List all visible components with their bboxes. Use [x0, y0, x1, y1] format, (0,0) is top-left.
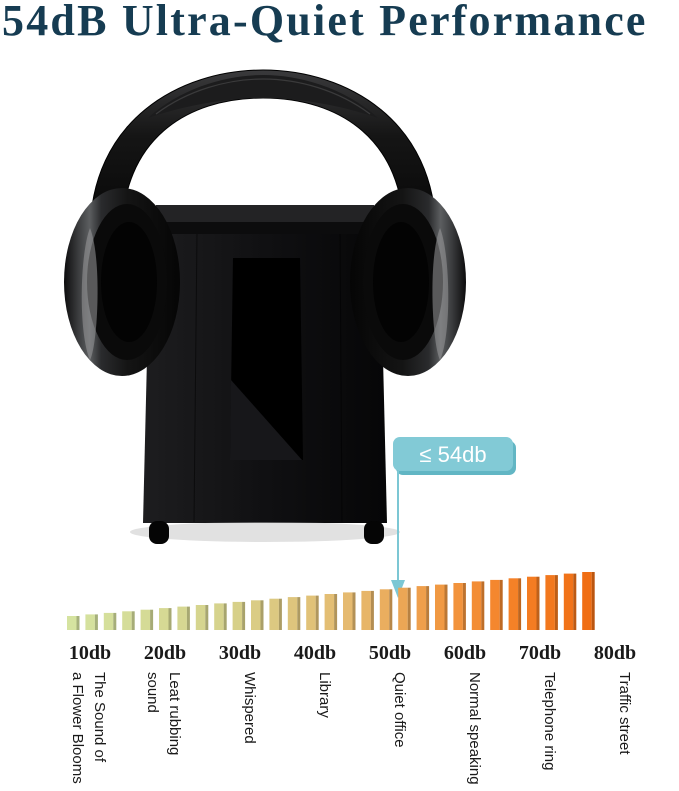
svg-text:Quiet office: Quiet office	[391, 672, 408, 748]
svg-text:60db: 60db	[444, 642, 486, 664]
svg-text:10db: 10db	[69, 642, 111, 664]
svg-text:70db: 70db	[519, 642, 561, 664]
svg-text:Traffic street: Traffic street	[616, 672, 633, 755]
svg-text:Whispered: Whispered	[241, 672, 258, 744]
svg-text:Telephone ring: Telephone ring	[541, 672, 558, 770]
svg-text:50db: 50db	[369, 642, 411, 664]
svg-text:80db: 80db	[594, 642, 636, 664]
svg-text:The Sound of: The Sound of	[91, 672, 108, 763]
svg-text:Library: Library	[316, 672, 333, 718]
svg-text:a Flower Blooms: a Flower Blooms	[69, 672, 86, 784]
svg-text:20db: 20db	[144, 642, 186, 664]
svg-text:≤ 54db: ≤ 54db	[419, 442, 486, 467]
svg-text:Leat rubbing: Leat rubbing	[166, 672, 183, 755]
svg-text:40db: 40db	[294, 642, 336, 664]
svg-text:sound: sound	[144, 672, 161, 713]
svg-text:Normal speaking: Normal speaking	[466, 672, 483, 785]
svg-text:30db: 30db	[219, 642, 261, 664]
